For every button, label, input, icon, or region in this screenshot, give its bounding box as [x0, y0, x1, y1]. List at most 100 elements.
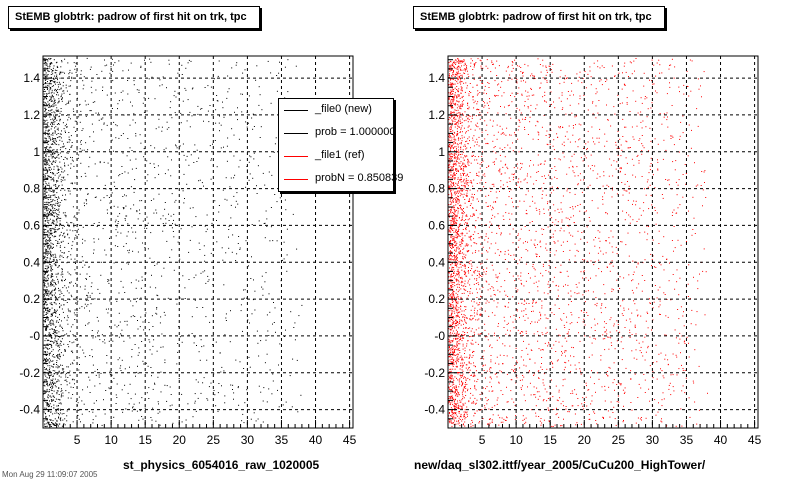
data-point — [448, 242, 450, 244]
data-point — [48, 152, 50, 154]
data-point — [455, 102, 457, 104]
data-point — [301, 304, 303, 306]
data-point — [276, 201, 278, 203]
data-point — [464, 362, 465, 364]
data-point — [155, 312, 157, 314]
data-point — [79, 273, 81, 275]
data-point — [463, 411, 465, 413]
data-point — [57, 345, 59, 347]
data-point — [466, 356, 468, 358]
data-point — [65, 216, 67, 218]
data-point — [452, 62, 454, 63]
data-point — [52, 95, 53, 97]
data-point — [451, 139, 453, 141]
data-point — [454, 376, 456, 378]
data-point — [452, 224, 454, 226]
data-point — [450, 287, 452, 289]
data-point — [453, 401, 455, 403]
data-point — [463, 220, 465, 222]
data-point — [465, 175, 467, 177]
data-point — [458, 112, 460, 114]
data-point — [60, 133, 62, 135]
data-point — [62, 240, 64, 242]
data-point — [450, 127, 452, 128]
data-point — [51, 213, 53, 215]
data-point — [111, 374, 113, 376]
data-point — [82, 88, 84, 90]
data-point — [74, 383, 75, 385]
data-point — [50, 322, 52, 324]
data-point — [53, 424, 55, 426]
data-point — [449, 352, 451, 354]
data-point — [216, 241, 218, 243]
data-point — [56, 143, 58, 145]
data-point — [449, 279, 451, 281]
data-point — [55, 321, 57, 323]
data-point — [52, 132, 54, 134]
data-point — [270, 207, 272, 208]
data-point — [136, 210, 138, 212]
data-point — [56, 81, 58, 83]
data-point — [69, 310, 71, 312]
data-point — [461, 69, 463, 71]
data-point — [53, 294, 55, 296]
data-point — [161, 275, 163, 277]
data-point — [455, 308, 457, 309]
data-point — [458, 158, 460, 160]
data-point — [467, 160, 469, 162]
data-point — [67, 242, 69, 244]
data-point — [453, 413, 455, 415]
data-point — [47, 317, 49, 319]
data-point — [469, 349, 471, 351]
data-point — [59, 358, 61, 360]
data-point — [55, 240, 57, 241]
data-point — [457, 212, 459, 214]
data-point — [247, 319, 249, 321]
data-point — [66, 126, 68, 127]
data-point — [457, 132, 459, 134]
data-point — [458, 405, 460, 407]
data-point — [468, 230, 470, 232]
data-point — [49, 159, 50, 161]
data-point — [47, 250, 49, 252]
data-point — [52, 221, 54, 223]
data-point — [54, 231, 56, 233]
data-point — [451, 269, 453, 271]
data-point — [79, 104, 80, 106]
data-point — [449, 189, 451, 191]
data-point — [455, 275, 457, 277]
data-point — [455, 169, 457, 171]
data-point — [449, 230, 451, 232]
data-point — [175, 96, 177, 98]
data-point — [44, 131, 46, 133]
data-point — [49, 395, 51, 397]
data-point — [63, 225, 65, 227]
data-point — [109, 388, 111, 390]
data-point — [84, 285, 86, 287]
data-point — [45, 140, 47, 141]
data-point — [454, 62, 456, 64]
data-point — [48, 293, 50, 295]
data-point — [159, 85, 161, 87]
data-point — [48, 290, 50, 292]
data-point — [48, 295, 50, 297]
data-point — [467, 102, 469, 104]
data-point — [450, 69, 452, 71]
data-point — [86, 273, 88, 275]
data-point — [462, 258, 464, 260]
data-point — [457, 94, 459, 96]
data-point — [63, 232, 65, 234]
data-point — [452, 307, 454, 309]
data-point — [459, 199, 460, 201]
data-point — [79, 346, 81, 348]
data-point — [44, 82, 46, 84]
data-point — [459, 116, 461, 118]
data-point — [62, 85, 64, 87]
data-point — [448, 364, 450, 366]
data-point — [141, 200, 143, 202]
data-point — [204, 225, 206, 227]
data-point — [91, 349, 93, 351]
data-point — [73, 379, 75, 381]
data-point — [58, 425, 59, 427]
data-point — [453, 346, 455, 348]
